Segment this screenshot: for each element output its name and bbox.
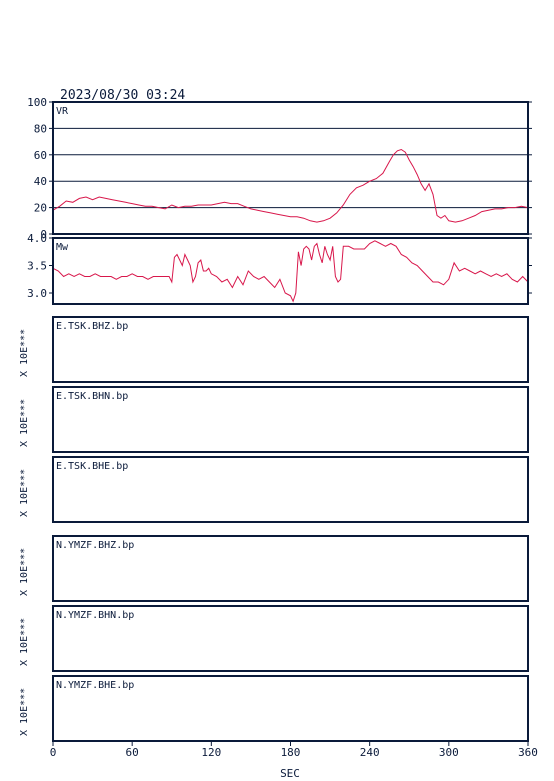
station-label: N.YMZF.BHE.bp [56, 680, 134, 691]
station-panel-6: N.YMZF.BHE.bp X 10E*** [19, 675, 529, 742]
y-tick-label: 0 [40, 228, 47, 241]
vr-series-line [52, 148, 529, 223]
station-unit-label: X 10E*** [19, 688, 30, 736]
y-tick-label: 3.0 [27, 287, 47, 300]
mw-title: Mw [56, 242, 69, 253]
mw-frame [52, 237, 529, 305]
x-tick-label: 360 [518, 746, 538, 759]
x-tick-label: 300 [439, 746, 459, 759]
station-label: E.TSK.BHN.bp [56, 391, 128, 402]
datetime-header: 2023/08/30 03:24 [60, 88, 185, 103]
station-label: N.YMZF.BHN.bp [56, 610, 134, 621]
station-label: E.TSK.BHZ.bp [56, 321, 128, 332]
station-panel-5: N.YMZF.BHN.bp X 10E*** [19, 605, 529, 672]
station-panel-3: E.TSK.BHE.bp X 10E*** [19, 456, 529, 523]
station-label: N.YMZF.BHZ.bp [56, 540, 134, 551]
mw-series-line [52, 240, 529, 303]
x-axis-label: SEC [280, 767, 300, 780]
y-tick-label: 4.0 [27, 232, 47, 245]
x-tick-label: 240 [360, 746, 380, 759]
mw-panel: 3.0 3.5 4.0 Mw [27, 232, 532, 305]
y-tick-label: 20 [34, 202, 47, 215]
station-unit-label: X 10E*** [19, 548, 30, 596]
vr-title: VR [56, 106, 69, 117]
y-tick-label: 80 [34, 122, 47, 135]
station-panel-1: E.TSK.BHZ.bp X 10E*** [19, 316, 529, 383]
y-tick-label: 60 [34, 149, 47, 162]
station-label: E.TSK.BHE.bp [56, 461, 128, 472]
vr-frame [52, 101, 529, 235]
station-panel-4: N.YMZF.BHZ.bp X 10E*** [19, 535, 529, 602]
x-tick-label: 0 [50, 746, 57, 759]
station-frame [52, 605, 529, 672]
station-frame [52, 386, 529, 453]
x-tick-label: 60 [126, 746, 139, 759]
y-tick-label: 3.5 [27, 260, 47, 273]
vr-panel: 0 20 40 60 80 100 VR [27, 96, 532, 241]
x-tick-label: 120 [201, 746, 221, 759]
y-tick-label: 100 [27, 96, 47, 109]
station-unit-label: X 10E*** [19, 399, 30, 447]
station-unit-label: X 10E*** [19, 329, 30, 377]
vr-y-ticks: 0 20 40 60 80 100 [27, 96, 532, 241]
vr-grid [53, 101, 528, 235]
x-axis: 0 60 120 180 240 300 360 [50, 741, 538, 759]
station-frame [52, 316, 529, 383]
y-tick-label: 40 [34, 175, 47, 188]
station-panel-2: E.TSK.BHN.bp X 10E*** [19, 386, 529, 453]
station-unit-label: X 10E*** [19, 618, 30, 666]
station-frame [52, 535, 529, 602]
station-frame [52, 456, 529, 523]
station-unit-label: X 10E*** [19, 469, 30, 517]
x-tick-label: 180 [281, 746, 301, 759]
